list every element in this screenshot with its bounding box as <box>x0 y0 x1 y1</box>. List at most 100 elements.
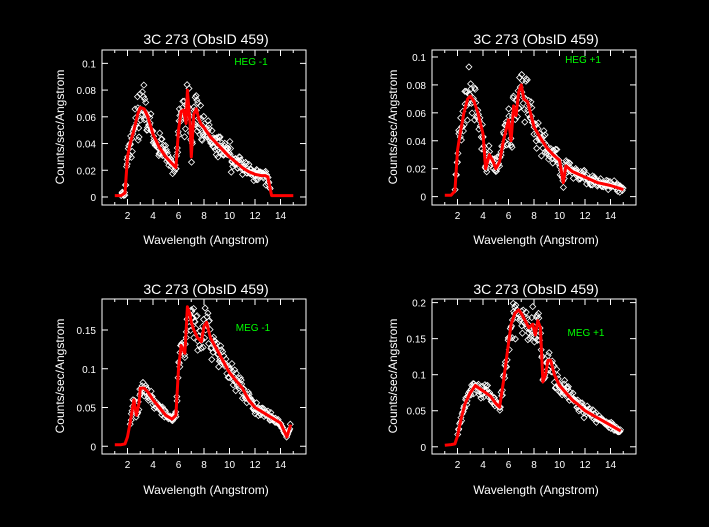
data-point <box>471 85 479 93</box>
data-point <box>187 158 196 166</box>
data-point <box>216 133 224 141</box>
y-axis-label: Counts/sec/Angstrom <box>386 70 400 185</box>
data-point <box>534 119 542 127</box>
data-point <box>519 306 527 314</box>
data-point <box>529 303 537 311</box>
data-point <box>181 133 189 141</box>
x-tick-label: 4 <box>480 460 486 471</box>
data-point <box>487 394 495 402</box>
data-point <box>138 110 146 118</box>
x-tick-label: 10 <box>554 460 566 471</box>
data-point <box>140 81 148 89</box>
data-point <box>523 76 531 84</box>
model-line <box>444 308 622 447</box>
data-point <box>214 153 222 161</box>
y-tick-label: 0.04 <box>77 140 97 151</box>
model-line <box>114 88 294 198</box>
data-point <box>461 87 469 95</box>
data-point <box>242 160 250 168</box>
y-axis-label: Counts/sec/Angstrom <box>53 319 67 434</box>
data-point <box>192 92 200 100</box>
data-point <box>470 116 479 124</box>
data-point <box>511 335 519 343</box>
data-point <box>135 133 143 141</box>
y-tick-label: 0.06 <box>407 109 427 120</box>
data-point <box>179 97 187 105</box>
data-point <box>159 141 168 149</box>
data-point <box>137 116 145 124</box>
y-axis-label: Counts/sec/Angstrom <box>53 70 67 185</box>
data-point <box>616 188 624 196</box>
x-tick-label: 4 <box>150 460 156 471</box>
data-point <box>508 143 516 151</box>
data-point <box>467 85 475 93</box>
data-point <box>467 80 475 88</box>
x-tick-label: 10 <box>224 460 236 471</box>
data-point <box>237 376 245 384</box>
data-point <box>588 181 596 189</box>
x-tick-label: 14 <box>605 211 617 222</box>
x-tick-label: 6 <box>176 211 182 222</box>
data-point <box>162 146 170 154</box>
data-point <box>205 121 213 129</box>
panel-title: 3C 273 (ObsID 459) <box>143 31 268 47</box>
data-point <box>507 141 515 149</box>
x-tick-label: 10 <box>224 211 236 222</box>
data-point <box>549 159 557 167</box>
data-point <box>193 96 201 104</box>
data-point <box>236 374 244 382</box>
data-point <box>245 390 253 398</box>
y-tick-label: 0 <box>90 193 96 204</box>
data-point <box>244 388 252 396</box>
data-point <box>210 333 218 341</box>
panel-heg-minus-1: 3C 273 (ObsID 459) HEG -1 Wavelength (An… <box>53 31 307 247</box>
data-point <box>615 428 623 436</box>
y-tick-label: 0.06 <box>77 113 97 124</box>
x-tick-label: 2 <box>125 211 131 222</box>
x-tick-label: 2 <box>455 211 461 222</box>
data-point <box>530 338 539 346</box>
panel-title: 3C 273 (ObsID 459) <box>473 281 598 297</box>
data-point <box>169 170 177 178</box>
data-point <box>534 309 543 317</box>
data-point <box>136 90 144 98</box>
data-point <box>563 383 571 391</box>
legend-label: MEG -1 <box>236 323 271 334</box>
x-tick-label: 14 <box>275 211 287 222</box>
x-tick-label: 6 <box>506 211 512 222</box>
x-tick-label: 14 <box>605 460 617 471</box>
data-point <box>483 168 491 176</box>
data-point <box>553 365 561 373</box>
x-axis-label: Wavelength (Angstrom) <box>473 483 599 497</box>
data-point <box>564 383 572 391</box>
model-line <box>114 305 293 447</box>
data-point <box>511 303 519 311</box>
data-point <box>553 145 561 154</box>
legend-label: HEG +1 <box>565 55 601 66</box>
y-tick-label: 0.1 <box>412 53 426 64</box>
y-tick-label: 0.1 <box>82 59 96 70</box>
y-tick-label: 0 <box>420 443 426 454</box>
data-point <box>157 135 165 143</box>
legend-label: MEG +1 <box>568 328 605 339</box>
data-point <box>193 312 201 320</box>
data-point <box>152 139 160 147</box>
data-point <box>198 136 206 144</box>
data-point <box>209 348 217 356</box>
x-tick-label: 8 <box>201 460 207 471</box>
data-point <box>519 99 527 107</box>
data-point <box>147 110 155 118</box>
panel-title: 3C 273 (ObsID 459) <box>473 31 598 47</box>
data-point <box>228 360 236 368</box>
data-point <box>163 148 171 156</box>
x-tick-label: 8 <box>201 211 207 222</box>
data-point <box>170 167 178 175</box>
data-point <box>231 366 239 374</box>
data-point <box>596 175 605 183</box>
x-tick-label: 2 <box>125 460 131 471</box>
data-point <box>521 118 529 126</box>
x-tick-label: 6 <box>506 460 512 471</box>
data-point <box>518 70 526 79</box>
x-tick-label: 4 <box>150 211 156 222</box>
